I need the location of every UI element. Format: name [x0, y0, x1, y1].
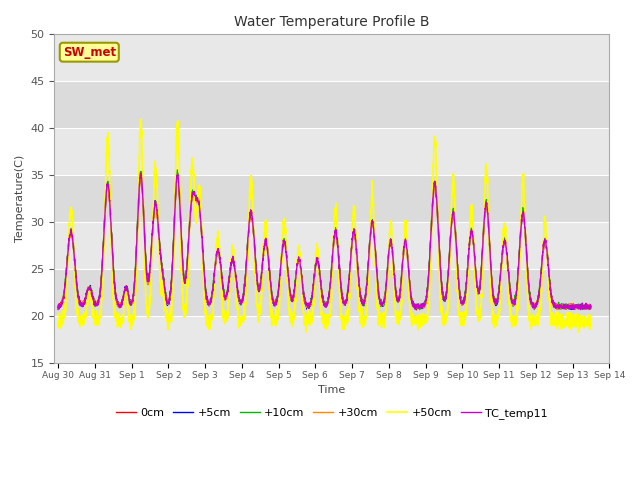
- +30cm: [424, 288, 431, 293]
- +50cm: [269, 321, 276, 327]
- +10cm: [104, 180, 111, 185]
- TC_temp11: [54, 307, 62, 312]
- 0cm: [58, 300, 66, 306]
- Bar: [54, 175, 609, 222]
- +5cm: [138, 169, 145, 175]
- +5cm: [360, 302, 367, 308]
- Line: +10cm: +10cm: [58, 170, 591, 310]
- Line: +5cm: +5cm: [58, 172, 591, 310]
- 0cm: [359, 300, 367, 306]
- TC_temp11: [587, 305, 595, 311]
- 0cm: [494, 295, 502, 301]
- 0cm: [54, 305, 62, 311]
- Bar: [54, 269, 609, 316]
- +30cm: [58, 299, 66, 304]
- TC_temp11: [269, 297, 276, 302]
- +5cm: [494, 296, 502, 301]
- +10cm: [587, 305, 595, 311]
- +5cm: [104, 182, 111, 188]
- +50cm: [587, 322, 595, 328]
- Y-axis label: Temperature(C): Temperature(C): [15, 155, 25, 242]
- +50cm: [494, 315, 502, 321]
- +10cm: [416, 307, 424, 312]
- TC_temp11: [577, 307, 584, 312]
- +10cm: [173, 167, 181, 173]
- Title: Water Temperature Profile B: Water Temperature Profile B: [234, 15, 429, 29]
- +30cm: [494, 296, 502, 302]
- +50cm: [54, 323, 62, 328]
- +10cm: [359, 301, 367, 307]
- +5cm: [269, 296, 276, 302]
- +30cm: [269, 299, 276, 305]
- TC_temp11: [137, 170, 145, 176]
- +30cm: [587, 304, 595, 310]
- X-axis label: Time: Time: [318, 385, 346, 395]
- +10cm: [494, 292, 502, 298]
- TC_temp11: [58, 300, 66, 306]
- Text: SW_met: SW_met: [63, 46, 116, 59]
- +10cm: [424, 286, 431, 292]
- +30cm: [104, 185, 111, 191]
- TC_temp11: [424, 288, 431, 294]
- Bar: [54, 81, 609, 128]
- 0cm: [424, 284, 431, 290]
- Line: TC_temp11: TC_temp11: [58, 173, 591, 310]
- +5cm: [58, 300, 66, 305]
- +50cm: [104, 136, 111, 142]
- 0cm: [173, 171, 181, 177]
- +10cm: [269, 298, 276, 303]
- +10cm: [54, 304, 62, 310]
- +30cm: [359, 300, 367, 306]
- +5cm: [424, 287, 431, 293]
- TC_temp11: [359, 302, 367, 308]
- +30cm: [137, 172, 145, 178]
- TC_temp11: [104, 183, 111, 189]
- +50cm: [359, 315, 367, 321]
- +5cm: [54, 303, 62, 309]
- 0cm: [587, 303, 595, 309]
- +50cm: [575, 329, 582, 335]
- +5cm: [303, 307, 311, 312]
- +30cm: [54, 303, 62, 309]
- +50cm: [58, 316, 66, 322]
- TC_temp11: [494, 296, 502, 302]
- +5cm: [587, 303, 595, 309]
- +50cm: [138, 116, 145, 122]
- +30cm: [554, 307, 561, 312]
- Line: +50cm: +50cm: [58, 119, 591, 332]
- Line: +30cm: +30cm: [58, 175, 591, 310]
- 0cm: [413, 307, 420, 312]
- Line: 0cm: 0cm: [58, 174, 591, 310]
- 0cm: [269, 297, 276, 302]
- 0cm: [104, 181, 111, 187]
- +50cm: [424, 317, 431, 323]
- +10cm: [58, 300, 66, 305]
- Legend: 0cm, +5cm, +10cm, +30cm, +50cm, TC_temp11: 0cm, +5cm, +10cm, +30cm, +50cm, TC_temp1…: [111, 403, 552, 423]
